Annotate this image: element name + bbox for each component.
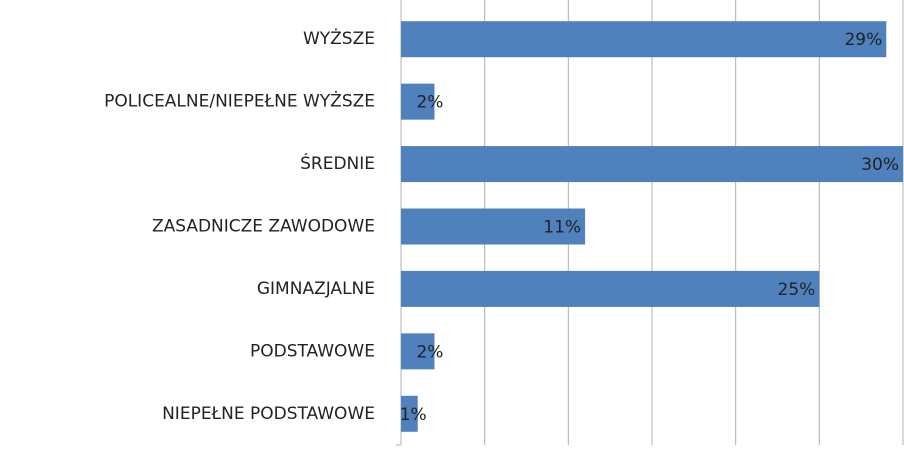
y-tick-label: ZASADNICZE ZAWODOWE (152, 217, 375, 237)
data-label: 2% (416, 93, 443, 113)
y-tick-label: GIMNAZJALNE (257, 279, 375, 299)
y-tick-label: NIEPEŁNE PODSTAWOWE (162, 404, 375, 424)
data-label: 11% (543, 218, 581, 238)
bar (401, 270, 820, 307)
bar (401, 333, 435, 370)
bar (401, 146, 903, 183)
data-label: 2% (416, 342, 443, 362)
data-label: 25% (778, 280, 816, 300)
data-label: 29% (844, 30, 882, 50)
y-tick-label: POLICEALNE/NIEPEŁNE WYŻSZE (104, 91, 375, 112)
bar (401, 83, 435, 120)
bar (401, 395, 418, 432)
data-label: 1% (400, 405, 427, 425)
data-label: 30% (861, 155, 899, 175)
y-tick-label: PODSTAWOWE (250, 341, 375, 361)
bar (401, 208, 586, 245)
y-tick-label: WYŻSZE (303, 28, 375, 49)
y-tick-label: ŚREDNIE (300, 152, 375, 174)
bar (401, 21, 887, 58)
